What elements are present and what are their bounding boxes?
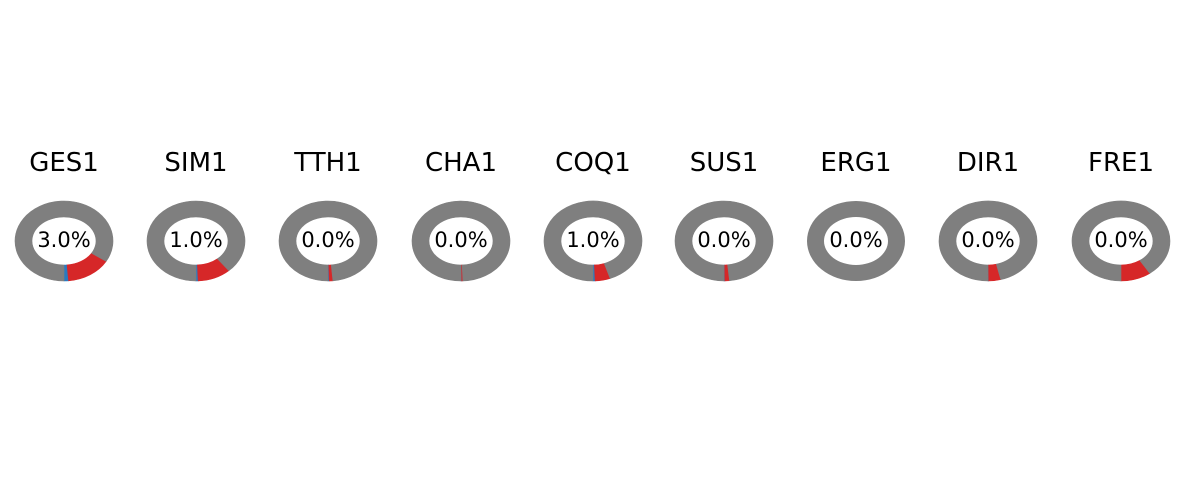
slice-neutral bbox=[1071, 200, 1171, 282]
center-label: 3.0% bbox=[37, 228, 90, 252]
center-label: 1.0% bbox=[169, 228, 222, 252]
chart-title: ERG1 bbox=[820, 148, 891, 178]
donut-chart-erg1: ERG1 0.0% bbox=[807, 148, 905, 281]
slice-neutral bbox=[411, 200, 511, 282]
center-label: 1.0% bbox=[566, 228, 619, 252]
slice-neutral bbox=[674, 200, 774, 282]
donut-chart-dir1: DIR1 0.0% bbox=[938, 148, 1038, 282]
donut-chart-sus1: SUS1 0.0% bbox=[674, 148, 774, 282]
slice-neutral bbox=[938, 200, 1038, 282]
donut-chart-cha1: CHA1 0.0% bbox=[411, 148, 511, 282]
center-label: 0.0% bbox=[697, 228, 750, 252]
center-label: 0.0% bbox=[961, 228, 1014, 252]
slice-neutral bbox=[807, 201, 905, 281]
slice-neutral bbox=[543, 200, 643, 282]
center-label: 0.0% bbox=[301, 228, 354, 252]
slice-neutral bbox=[146, 200, 246, 282]
chart-title: COQ1 bbox=[555, 148, 631, 178]
center-label: 0.0% bbox=[434, 228, 487, 252]
chart-title: SIM1 bbox=[164, 148, 227, 178]
chart-title: SUS1 bbox=[690, 148, 759, 178]
slice-neutral bbox=[14, 200, 114, 282]
chart-title: GES1 bbox=[29, 148, 99, 178]
center-label: 0.0% bbox=[1094, 228, 1147, 252]
donut-chart-ges1: GES1 3.0% bbox=[14, 148, 114, 282]
chart-title: DIR1 bbox=[957, 148, 1019, 178]
donut-chart-tth1: TTH1 0.0% bbox=[278, 148, 378, 282]
donut-chart-coq1: COQ1 1.0% bbox=[543, 148, 643, 282]
chart-title: FRE1 bbox=[1088, 148, 1154, 178]
donut-chart-sim1: SIM1 1.0% bbox=[146, 148, 246, 282]
slice-neutral bbox=[278, 200, 378, 282]
donut-chart-fre1: FRE1 0.0% bbox=[1071, 148, 1171, 282]
center-label: 0.0% bbox=[829, 228, 882, 252]
chart-title: TTH1 bbox=[293, 148, 361, 178]
chart-title: CHA1 bbox=[425, 148, 497, 178]
